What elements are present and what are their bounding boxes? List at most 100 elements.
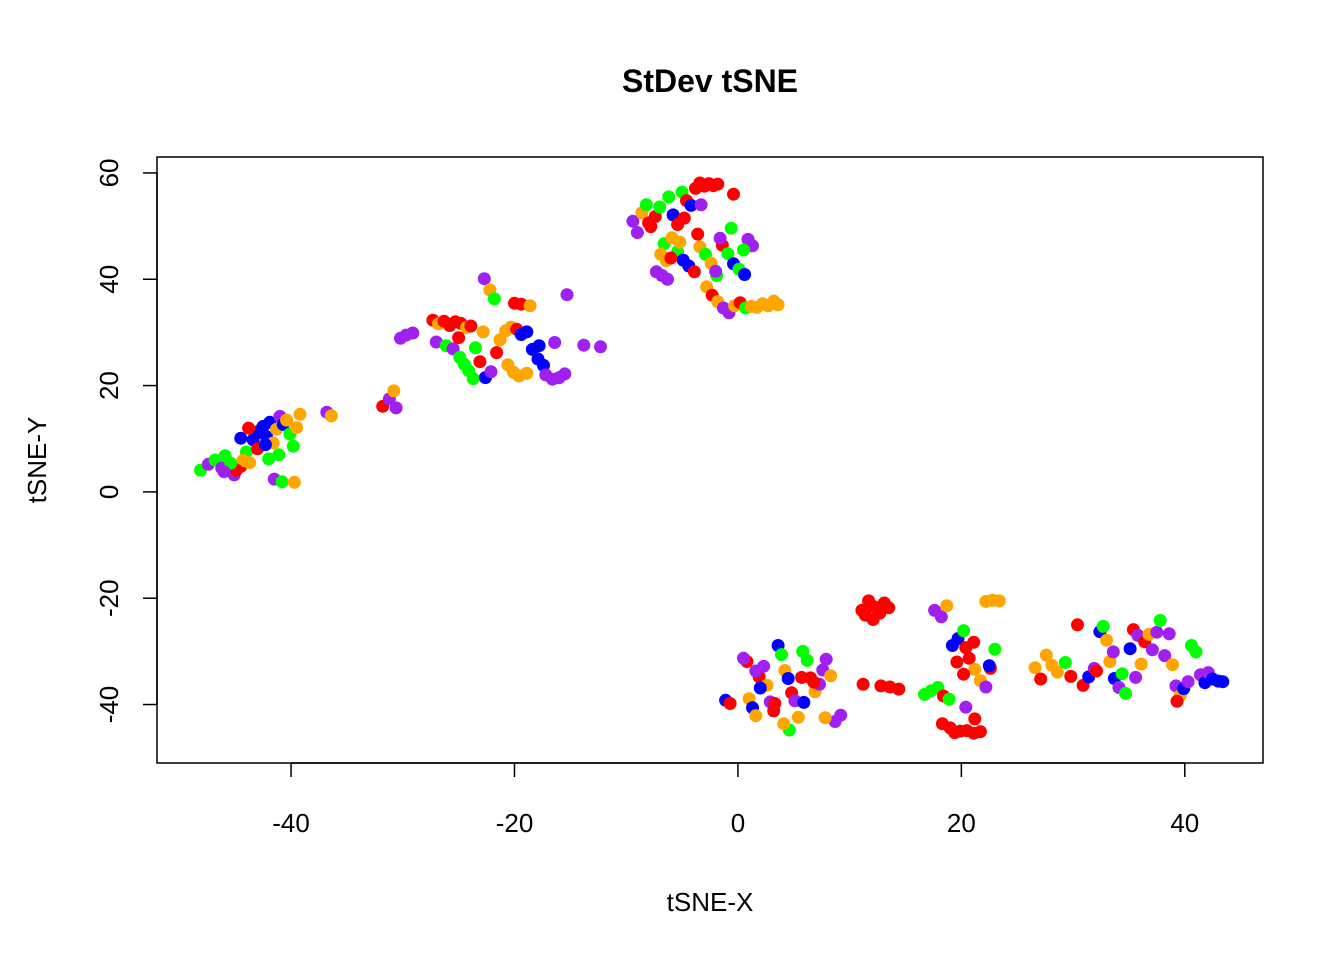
data-point [1150, 625, 1164, 639]
data-point [691, 227, 705, 241]
data-point [406, 326, 420, 340]
data-point [967, 635, 981, 649]
data-point [882, 601, 896, 615]
data-point [711, 177, 725, 191]
data-point [217, 465, 231, 479]
data-point [807, 675, 821, 689]
data-point [520, 366, 534, 380]
points-layer [194, 176, 1230, 740]
data-point [324, 409, 338, 423]
data-point [942, 692, 956, 706]
data-point [673, 235, 687, 249]
data-point [856, 677, 870, 691]
data-point [738, 268, 752, 281]
data-point [892, 682, 906, 696]
data-point [866, 613, 880, 626]
data-point [272, 448, 286, 462]
data-point [934, 610, 948, 624]
data-point [727, 187, 740, 201]
data-point [558, 367, 572, 381]
data-point [642, 216, 656, 230]
y-axis-label: tSNE-Y [22, 417, 52, 504]
data-point [236, 454, 250, 467]
data-point [466, 372, 480, 386]
data-point [737, 651, 750, 665]
data-point [477, 272, 491, 286]
data-point [242, 421, 256, 435]
data-point [639, 198, 653, 212]
data-point [968, 662, 982, 676]
data-point [781, 672, 795, 685]
data-point [677, 211, 691, 225]
data-point [1090, 664, 1103, 678]
x-tick-label: 0 [731, 808, 745, 838]
data-point [1039, 648, 1053, 662]
data-point [293, 407, 307, 421]
data-point [1216, 675, 1230, 689]
data-point [1129, 670, 1143, 684]
data-point [476, 325, 490, 339]
data-point [653, 200, 667, 214]
data-point [464, 319, 478, 333]
data-point [234, 431, 248, 445]
data-point [1058, 656, 1072, 669]
chart-title: StDev tSNE [622, 63, 798, 99]
data-point [532, 339, 546, 353]
data-point [520, 325, 534, 339]
data-point [795, 670, 809, 684]
data-point [979, 680, 993, 694]
data-point [684, 198, 698, 212]
y-tick-label: -40 [94, 686, 124, 724]
data-point [1158, 649, 1172, 663]
data-point [737, 243, 750, 257]
y-tick-label: 0 [94, 485, 124, 499]
data-point [626, 214, 640, 228]
data-point [452, 331, 466, 345]
data-point [468, 341, 482, 355]
data-point [992, 594, 1006, 608]
data-point [664, 251, 678, 265]
x-tick-label: 20 [947, 808, 976, 838]
data-point [429, 335, 443, 349]
data-point [818, 711, 832, 725]
data-point [487, 292, 501, 306]
data-point [1153, 614, 1167, 627]
y-tick-label: 40 [94, 265, 124, 294]
data-point [957, 667, 971, 681]
data-point [968, 712, 982, 726]
data-point [935, 717, 949, 731]
data-point [280, 413, 294, 427]
data-point [290, 421, 304, 435]
data-point [749, 709, 763, 723]
data-point [286, 439, 300, 453]
data-point [1034, 672, 1048, 686]
data-point [523, 299, 537, 313]
x-tick-label: -20 [496, 808, 534, 838]
data-point [1162, 627, 1176, 641]
data-point [1028, 661, 1042, 675]
data-point [775, 648, 788, 662]
data-point [791, 710, 805, 724]
data-point [1106, 645, 1120, 659]
data-point [1145, 643, 1159, 657]
data-point [713, 231, 727, 245]
data-point [962, 651, 976, 665]
data-point [957, 624, 971, 638]
data-point [1071, 618, 1084, 632]
data-point [1119, 686, 1133, 700]
x-tick-label: -40 [272, 808, 310, 838]
data-point [262, 452, 276, 466]
x-tick-label: 40 [1170, 808, 1199, 838]
data-point [1123, 642, 1137, 656]
data-point [1115, 667, 1129, 681]
data-point [771, 298, 785, 312]
data-point [490, 346, 504, 360]
data-point [709, 264, 723, 278]
data-point [724, 221, 738, 235]
data-point [577, 338, 591, 352]
data-point [630, 226, 644, 239]
data-point [723, 697, 737, 710]
x-axis-label: tSNE-X [667, 887, 754, 917]
data-point [753, 681, 767, 695]
data-point [275, 475, 289, 489]
